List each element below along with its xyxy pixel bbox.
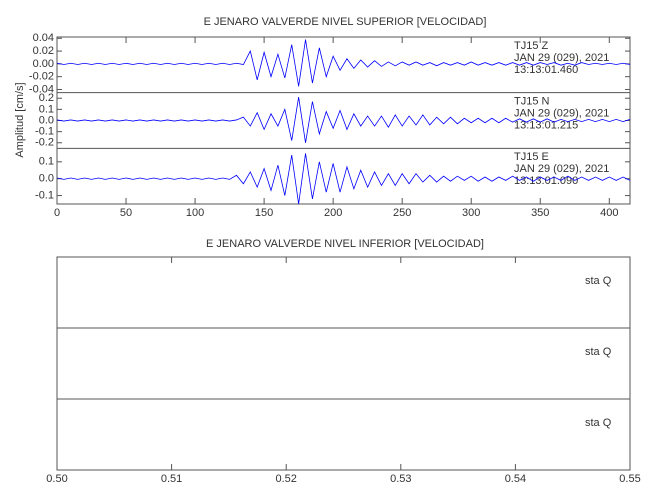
x-tick-label: 0.53 bbox=[390, 473, 411, 485]
y-tick-label: 0.2 bbox=[39, 92, 54, 104]
y-tick-label: -0.1 bbox=[35, 126, 54, 138]
y-tick-label: 0.1 bbox=[39, 156, 54, 168]
x-tick-label: 350 bbox=[531, 207, 549, 219]
x-tick-label: 0.52 bbox=[275, 473, 296, 485]
x-tick-label: 400 bbox=[600, 207, 618, 219]
x-tick-label: 0.50 bbox=[46, 473, 67, 485]
trace-name: sta Q bbox=[585, 346, 612, 358]
waveform bbox=[56, 97, 631, 143]
trace-annotation: 13:13:01.215 bbox=[514, 120, 578, 132]
trace-annotation: JAN 29 (029), 2021 bbox=[514, 52, 609, 64]
y-tick-label: 0.0 bbox=[39, 173, 54, 185]
trace-name: TJ15 N bbox=[514, 96, 550, 108]
y-tick-label: -0.04 bbox=[29, 83, 54, 95]
y-tick-label: 0.0 bbox=[39, 114, 54, 126]
plot-frame bbox=[56, 256, 631, 471]
y-tick-label: -0.02 bbox=[29, 71, 54, 83]
y-tick-label: 0.02 bbox=[33, 45, 54, 57]
trace-name: sta Q bbox=[585, 417, 612, 429]
x-tick-label: 0.54 bbox=[505, 473, 526, 485]
trace-name: TJ15 Z bbox=[514, 40, 549, 52]
x-tick-label: 250 bbox=[393, 207, 411, 219]
x-tick-label: 200 bbox=[324, 207, 342, 219]
top-title: E JENARO VALVERDE NIVEL SUPERIOR [VELOCI… bbox=[204, 16, 487, 28]
trace-annotation: 13:13:01.460 bbox=[514, 64, 578, 76]
bottom-title: E JENARO VALVERDE NIVEL INFERIOR [VELOCI… bbox=[206, 238, 484, 250]
x-tick-label: 300 bbox=[462, 207, 480, 219]
x-tick-label: 50 bbox=[120, 207, 132, 219]
x-tick-label: 0.51 bbox=[161, 473, 182, 485]
trace-annotation: JAN 29 (029), 2021 bbox=[514, 108, 609, 120]
x-tick-label: 0 bbox=[54, 207, 60, 219]
y-tick-label: -0.1 bbox=[35, 189, 54, 201]
trace-annotation: JAN 29 (029), 2021 bbox=[514, 163, 609, 175]
x-tick-label: 100 bbox=[186, 207, 204, 219]
y-axis-label: Amplitud [cm/s] bbox=[14, 82, 26, 157]
trace-name: sta Q bbox=[585, 275, 612, 287]
trace-annotation: 13:13:01.090 bbox=[514, 175, 578, 187]
y-tick-label: 0.1 bbox=[39, 103, 54, 115]
waveform bbox=[56, 153, 631, 205]
x-tick-label: 150 bbox=[255, 207, 273, 219]
x-tick-label: 0.55 bbox=[619, 473, 640, 485]
y-tick-label: 0.04 bbox=[33, 32, 54, 44]
waveform bbox=[56, 39, 631, 87]
y-tick-label: 0.00 bbox=[33, 58, 54, 70]
y-tick-label: -0.2 bbox=[35, 137, 54, 149]
trace-name: TJ15 E bbox=[514, 151, 549, 163]
